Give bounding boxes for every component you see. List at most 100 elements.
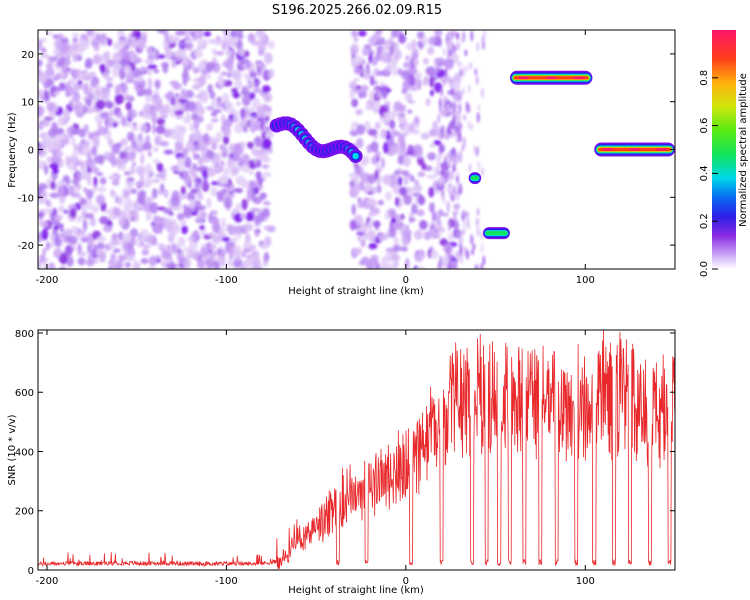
spectrogram-noise-blob	[193, 153, 201, 160]
spectrogram-noise-blob	[449, 188, 453, 199]
spectrogram-noise-blob	[64, 86, 75, 95]
spectrogram-noise-blob	[416, 266, 426, 269]
spectrogram-noise-blob	[204, 74, 212, 79]
spectrogram-noise-blob	[241, 198, 248, 211]
spectrogram-noise-blob	[100, 91, 109, 100]
spectrogram-noise-blob	[62, 66, 69, 79]
spectrogram-noise-blob	[379, 52, 389, 62]
spectrogram-noise-blob	[176, 49, 185, 59]
spectrogram-noise-blob	[450, 43, 454, 54]
spectrogram-noise-blob	[482, 255, 486, 266]
spectrogram-noise-blob	[262, 164, 270, 169]
spectrogram-noise-blob	[55, 87, 64, 92]
spectrogram-noise-blob	[139, 123, 148, 134]
spectrogram-noise-blob	[391, 261, 399, 269]
spectrogram-noise-blob	[200, 155, 211, 164]
spectrogram-noise-blob	[194, 179, 201, 189]
spectrogram-noise-blob	[91, 165, 96, 171]
spectrogram-noise-blob	[223, 197, 233, 209]
spectrogram-noise-blob	[118, 231, 124, 241]
spectrogram-noise-blob	[256, 35, 266, 40]
colorbar-tick-label: 0.4	[699, 165, 710, 181]
spectrogram-noise-blob	[461, 88, 465, 95]
spectrogram-noise-blob	[196, 166, 206, 172]
spectrogram-noise-blob	[408, 123, 415, 134]
spectrogram-noise-blob	[456, 32, 460, 41]
spectrogram-noise-blob	[111, 179, 120, 186]
spectrogram-noise-blob	[219, 77, 224, 87]
spectrogram-noise-blob	[408, 99, 416, 105]
spectrogram-noise-blob	[222, 183, 233, 188]
spectrogram-noise-blob	[220, 255, 226, 268]
spectrogram-noise-blob	[229, 237, 239, 244]
spectrogram-noise-blob	[43, 207, 53, 215]
spectrogram-noise-blob	[456, 41, 460, 51]
spectrogram-noise-blob	[70, 192, 81, 198]
colorbar-gradient	[712, 30, 736, 269]
spectrogram-noise-blob	[139, 198, 145, 207]
spectrogram-noise-blob	[129, 228, 139, 238]
spectrogram-noise-blob	[122, 233, 132, 241]
spectrogram-noise-blob	[99, 33, 105, 46]
spectrogram-noise-blob	[127, 254, 135, 262]
spectrogram-noise-blob	[116, 259, 124, 269]
spectrogram-noise-blob	[126, 151, 136, 161]
spectrogram-noise-blob	[193, 144, 199, 152]
spectrogram-noise-blob	[217, 160, 224, 173]
spectrogram-noise-blob	[253, 87, 261, 94]
spectrogram-noise-blob	[469, 233, 473, 245]
spectrogram-noise-blob	[370, 207, 381, 216]
spectrogram-noise-blob	[233, 111, 239, 121]
spectrogram-noise-blob	[356, 108, 363, 115]
spectrogram-noise-blob	[93, 95, 99, 101]
spectrogram-noise-blob	[80, 161, 86, 169]
spectrogram-noise-blob	[100, 111, 110, 119]
spectrogram-noise-blob	[461, 236, 465, 243]
spectrogram-noise-blob	[369, 263, 374, 269]
spectrogram-noise-blob	[427, 152, 437, 161]
spectrogram-noise-blob	[239, 118, 249, 128]
spectrogram-noise-blob	[429, 202, 435, 214]
spectrogram-noise-blob	[107, 38, 113, 47]
spectrogram-noise-blob	[254, 229, 260, 238]
spectrogram-noise-blob	[407, 144, 415, 156]
spectrogram-noise-blob	[46, 156, 52, 163]
spectrogram-noise-blob	[368, 50, 375, 56]
spectrogram-noise-blob	[91, 131, 101, 137]
spectrogram-noise-blob	[176, 248, 182, 254]
spectrogram-noise-blob	[261, 171, 272, 178]
spectrogram-noise-blob	[391, 217, 397, 224]
spectrogram-noise-blob	[263, 251, 270, 262]
spectrogram-noise-blob	[105, 76, 114, 83]
spectrogram-noise-blob	[234, 187, 244, 194]
spectrogram-noise-blob	[433, 139, 442, 146]
spectrogram-noise-blob	[256, 79, 261, 86]
spectrogram-noise-blob	[93, 176, 98, 187]
spectrogram-noise-blob	[170, 96, 176, 106]
spectrogram-noise-blob	[87, 243, 92, 255]
spectrogram-noise-blob	[65, 155, 70, 168]
spectrogram-noise-blob	[133, 79, 138, 88]
spectrogram-noise-blob	[54, 214, 64, 221]
spectrogram-noise-blob	[123, 64, 132, 74]
spectrogram-noise-blob	[230, 172, 235, 178]
spectrogram-y-tick-label: -10	[18, 193, 34, 204]
spectrogram-noise-blob	[462, 209, 466, 222]
spectrogram-noise-blob	[44, 90, 50, 101]
spectrogram-noise-blob	[163, 149, 174, 155]
spectrogram-noise-blob	[265, 115, 270, 121]
spectrogram-noise-blob	[181, 56, 191, 68]
spectrogram-noise-blob	[184, 175, 192, 188]
spectrogram-noise-blob	[76, 183, 82, 190]
spectrogram-noise-blob	[149, 50, 156, 56]
spectrogram-noise-blob	[380, 128, 387, 139]
spectrogram-noise-blob	[84, 213, 95, 219]
spectrogram-noise-blob	[427, 46, 435, 55]
spectrogram-noise-blob	[140, 258, 149, 265]
spectrogram-noise-blob	[120, 116, 128, 126]
spectrogram-noise-blob	[104, 125, 109, 135]
spectrogram-noise-blob	[45, 67, 55, 78]
spectrogram-noise-blob	[168, 211, 174, 217]
spectrogram-x-tick-label: -100	[215, 275, 238, 286]
